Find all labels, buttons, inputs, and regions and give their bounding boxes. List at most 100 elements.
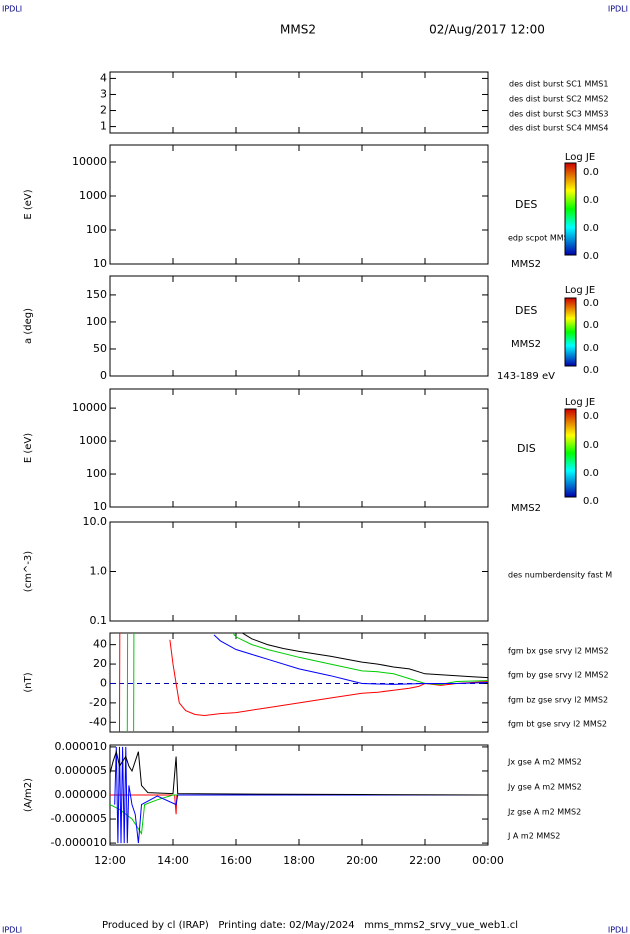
y-tick-label: 4 bbox=[100, 71, 107, 84]
y-tick-label: 10 bbox=[93, 257, 107, 270]
legend-entry: Jz gse A m2 MMS2 bbox=[507, 808, 581, 817]
y-tick-label: 0.1 bbox=[90, 614, 108, 627]
x-tick-label: 20:00 bbox=[346, 854, 378, 867]
y-tick-label: 150 bbox=[86, 288, 107, 301]
x-tick-label: 22:00 bbox=[409, 854, 441, 867]
plot-frame bbox=[109, 144, 489, 265]
annotation: DES bbox=[515, 304, 537, 317]
corner-label: IPDLI bbox=[2, 926, 22, 934]
colorbar-label: 0.0 bbox=[583, 320, 599, 331]
y-axis-label: (cm^-3) bbox=[23, 551, 34, 592]
colorbar-label: 0.0 bbox=[583, 195, 599, 206]
y-tick-label: 50 bbox=[93, 342, 107, 355]
legend-entry: fgm bx gse srvy l2 MMS2 bbox=[508, 647, 609, 656]
y-tick-label: -0.000010 bbox=[51, 836, 107, 849]
legend-entry: des dist burst SC1 MMS1 bbox=[509, 80, 608, 89]
annotation: DIS bbox=[517, 442, 536, 455]
annotation: MMS2 bbox=[511, 339, 541, 350]
legend-entry: des dist burst SC4 MMS4 bbox=[509, 124, 608, 133]
x-tick-label: 16:00 bbox=[220, 854, 252, 867]
x-tick-label: 12:00 bbox=[94, 854, 126, 867]
legend-entry: fgm bt gse srvy l2 MMS2 bbox=[508, 720, 607, 729]
colorbar-label: 0.0 bbox=[583, 251, 599, 262]
colorbar-label: 0.0 bbox=[583, 496, 599, 507]
y-tick-label: 10 bbox=[93, 500, 107, 513]
colorbar-label: 0.0 bbox=[583, 365, 599, 376]
colorbar-label: 0.0 bbox=[583, 223, 599, 234]
plot-frame bbox=[109, 71, 489, 134]
data-line bbox=[110, 794, 488, 835]
annotation: MMS2 bbox=[511, 503, 541, 514]
y-tick-label: -0.000005 bbox=[51, 812, 107, 825]
legend-entry: J A m2 MMS2 bbox=[507, 832, 560, 841]
colorbar-label: 0.0 bbox=[583, 468, 599, 479]
legend-entry: fgm by gse srvy l2 MMS2 bbox=[508, 671, 609, 680]
x-tick-label: 14:00 bbox=[157, 854, 189, 867]
colorbar-title: Log JE bbox=[565, 285, 595, 296]
annotation: edp scpot MMS2 bbox=[508, 234, 574, 243]
data-line bbox=[213, 634, 488, 685]
y-tick-label: 10.0 bbox=[83, 515, 108, 528]
data-line bbox=[110, 749, 488, 796]
corner-label: IPDLI bbox=[608, 926, 628, 934]
y-tick-label: 1 bbox=[100, 120, 107, 133]
y-axis-label: E (eV) bbox=[23, 433, 34, 463]
y-tick-label: 0 bbox=[100, 369, 107, 382]
y-tick-label: 100 bbox=[86, 223, 107, 236]
y-tick-label: -20 bbox=[89, 696, 107, 709]
y-tick-label: -40 bbox=[89, 715, 107, 728]
legend-entry: Jy gse A m2 MMS2 bbox=[507, 783, 582, 792]
y-tick-label: 100 bbox=[86, 467, 107, 480]
colorbar-label: 0.0 bbox=[583, 440, 599, 451]
y-tick-label: 100 bbox=[86, 315, 107, 328]
plot-frame bbox=[109, 388, 489, 508]
data-line bbox=[242, 633, 488, 679]
title: MMS2 bbox=[280, 23, 316, 37]
colorbar-label: 0.0 bbox=[583, 343, 599, 354]
legend-entry: Jx gse A m2 MMS2 bbox=[507, 758, 582, 767]
y-tick-label: 1.0 bbox=[90, 565, 108, 578]
colorbar-label: 0.0 bbox=[583, 411, 599, 422]
annotation: MMS2 bbox=[511, 259, 541, 270]
y-axis-label: E (eV) bbox=[23, 189, 34, 219]
y-tick-label: 1000 bbox=[79, 434, 107, 447]
plot-frame bbox=[109, 632, 489, 733]
corner-label: IPDLI bbox=[608, 5, 628, 14]
colorbar-title: Log JE bbox=[565, 397, 595, 408]
y-tick-label: 0 bbox=[100, 676, 107, 689]
colorbar bbox=[564, 408, 577, 498]
colorbar bbox=[564, 162, 577, 256]
annotation: DES bbox=[515, 198, 537, 211]
y-tick-label: 20 bbox=[93, 657, 107, 670]
plot-frame bbox=[109, 521, 489, 622]
annotation: des numberdensity fast M bbox=[508, 571, 612, 580]
y-tick-label: 0.000000 bbox=[55, 788, 108, 801]
legend-entry: des dist burst SC3 MMS3 bbox=[509, 110, 608, 119]
data-line bbox=[126, 633, 488, 732]
y-tick-label: 3 bbox=[100, 87, 107, 100]
y-tick-label: 0.000010 bbox=[55, 740, 108, 753]
y-tick-label: 40 bbox=[93, 638, 107, 651]
legend-entry: fgm bz gse srvy l2 MMS2 bbox=[508, 696, 608, 705]
x-tick-label: 00:00 bbox=[472, 854, 504, 867]
y-tick-label: 1000 bbox=[79, 189, 107, 202]
colorbar bbox=[564, 297, 577, 367]
y-axis-label: (A/m2) bbox=[23, 778, 34, 812]
plot-frame bbox=[109, 275, 489, 377]
x-tick-label: 18:00 bbox=[283, 854, 315, 867]
colorbar-label: 0.0 bbox=[583, 298, 599, 309]
date: 02/Aug/2017 12:00 bbox=[429, 23, 545, 37]
corner-label: IPDLI bbox=[2, 5, 22, 14]
y-tick-label: 2 bbox=[100, 104, 107, 117]
legend-entry: des dist burst SC2 MMS2 bbox=[509, 95, 608, 104]
footer: Produced by cl (IRAP) Printing date: 02/… bbox=[102, 920, 518, 931]
y-tick-label: 0.000005 bbox=[55, 764, 108, 777]
colorbar-title: Log JE bbox=[565, 152, 595, 163]
annotation: 143-189 eV bbox=[497, 371, 555, 382]
y-tick-label: 10000 bbox=[72, 401, 107, 414]
y-axis-label: a (deg) bbox=[23, 308, 34, 344]
colorbar-label: 0.0 bbox=[583, 167, 599, 178]
y-tick-label: 10000 bbox=[72, 155, 107, 168]
y-axis-label: (nT) bbox=[23, 672, 34, 692]
